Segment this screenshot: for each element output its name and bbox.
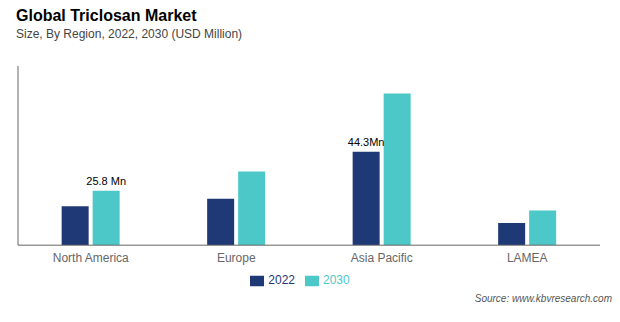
html-text:Size, By Region, 2022, 2030 (U: Size, By Region, 2022, 2030 (USD Million… [16, 27, 243, 41]
svg-text:44.3Mn: 44.3Mn [348, 136, 385, 148]
svg-text:North America: North America [53, 251, 129, 265]
html-text:Source: www.kbvresearch.com: Source: www.kbvresearch.com [474, 293, 612, 304]
html-text:Global Triclosan Market: Global Triclosan Market [16, 7, 197, 24]
html-text:2022: 2022 [268, 273, 295, 288]
svg-text:Europe: Europe [217, 251, 256, 265]
svg-text:25.8 Mn: 25.8 Mn [86, 175, 126, 187]
svg-text:LAMEA: LAMEA [507, 251, 548, 265]
html-text:2030: 2030 [323, 273, 350, 288]
svg-text:Asia Pacific: Asia Pacific [351, 251, 413, 265]
